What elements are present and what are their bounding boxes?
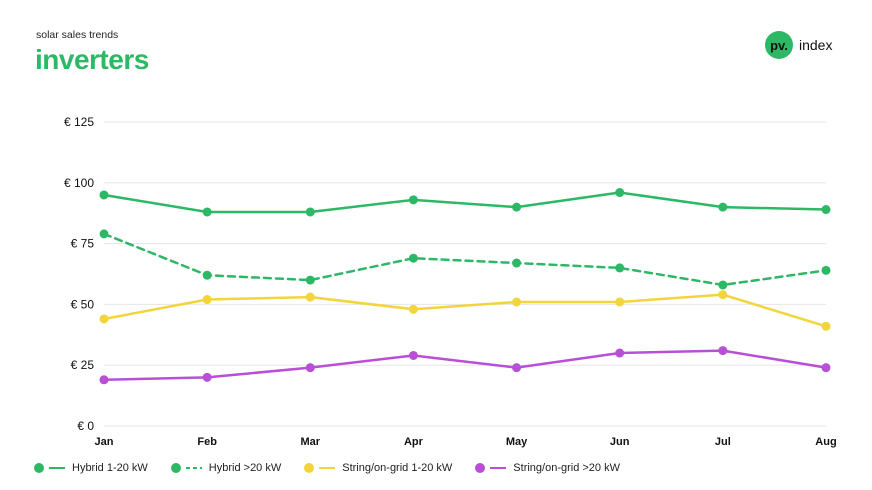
- legend-label: Hybrid 1-20 kW: [72, 462, 148, 474]
- y-tick-label: € 25: [71, 358, 95, 372]
- data-point: [408, 253, 418, 263]
- y-tick-label: € 0: [77, 419, 94, 433]
- legend-label: Hybrid >20 kW: [208, 462, 282, 474]
- data-point: [408, 304, 418, 314]
- y-tick-label: € 125: [64, 115, 94, 129]
- legend-item: Hybrid 1-20 kW: [33, 462, 148, 474]
- x-tick-label: Mar: [301, 436, 321, 448]
- chart-legend: Hybrid 1-20 kW Hybrid >20 kW String/on-gri…: [33, 462, 642, 474]
- data-point: [821, 321, 831, 331]
- data-point: [718, 202, 728, 212]
- data-point: [821, 363, 831, 373]
- data-point: [512, 202, 522, 212]
- legend-item: String/on-grid >20 kW: [474, 462, 620, 474]
- legend-label: String/on-grid 1-20 kW: [342, 462, 453, 474]
- data-point: [408, 195, 418, 205]
- legend-item: Hybrid >20 kW: [170, 462, 281, 474]
- logo-badge: pv.: [765, 31, 793, 59]
- data-point: [821, 205, 831, 215]
- data-point: [821, 265, 831, 275]
- x-tick-label: Jul: [715, 436, 731, 448]
- data-point: [512, 363, 522, 373]
- data-point: [305, 292, 315, 302]
- data-point: [718, 280, 728, 290]
- data-point: [305, 363, 315, 373]
- x-tick-label: Aug: [815, 436, 836, 448]
- data-point: [718, 346, 728, 356]
- data-point: [305, 207, 315, 217]
- x-tick-label: Feb: [197, 436, 217, 448]
- data-point: [202, 270, 212, 280]
- legend-item: String/on-grid 1-20 kW: [303, 462, 452, 474]
- data-point: [408, 350, 418, 360]
- data-point: [99, 314, 109, 324]
- legend-label: String/on-grid >20 kW: [513, 462, 620, 474]
- series-line-3: [102, 349, 828, 382]
- chart-title: inverters: [35, 44, 149, 75]
- x-tick-label: Jan: [95, 436, 114, 448]
- data-point: [615, 263, 625, 273]
- data-point: [202, 295, 212, 305]
- data-point: [718, 290, 728, 300]
- legend-swatch: [304, 463, 336, 473]
- data-point: [305, 275, 315, 285]
- data-point: [202, 372, 212, 382]
- data-point: [202, 207, 212, 217]
- data-point: [512, 297, 522, 307]
- data-point: [99, 375, 109, 385]
- y-tick-label: € 100: [64, 176, 94, 190]
- data-point: [615, 297, 625, 307]
- data-point: [615, 188, 625, 198]
- x-tick-label: Jun: [610, 436, 630, 448]
- data-point: [99, 190, 109, 200]
- chart-subtitle: solar sales trends: [36, 29, 119, 41]
- legend-swatch: [34, 463, 65, 473]
- logo-text: index: [799, 37, 833, 53]
- y-tick-label: € 75: [71, 237, 95, 251]
- x-tick-label: May: [506, 436, 528, 448]
- data-point: [99, 229, 109, 239]
- series-line-0: [102, 191, 828, 214]
- y-tick-label: € 50: [71, 297, 95, 311]
- data-point: [615, 348, 625, 358]
- series-line-1: [102, 232, 828, 287]
- legend-swatch: [170, 463, 202, 473]
- data-point: [512, 258, 522, 268]
- x-tick-label: Apr: [404, 436, 424, 448]
- series-line-2: [102, 293, 828, 328]
- legend-swatch: [475, 463, 507, 473]
- pv-index-logo: pv. index: [765, 31, 832, 59]
